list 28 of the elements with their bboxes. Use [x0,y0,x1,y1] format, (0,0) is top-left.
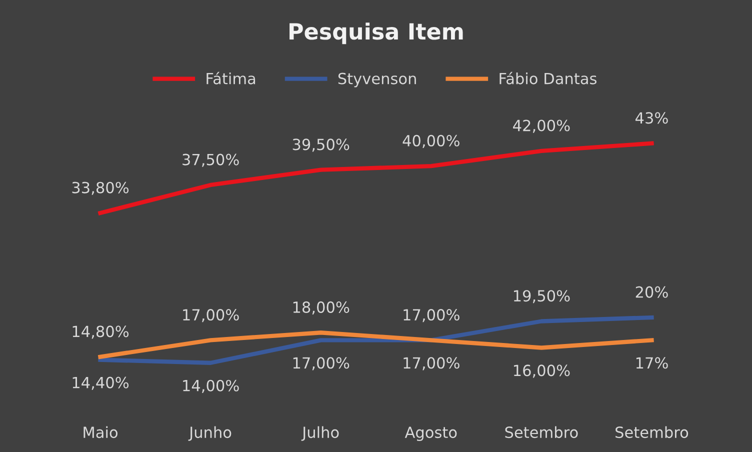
chart-title: Pesquisa Item [290,22,463,44]
data-label: 19,50% [514,290,570,304]
data-label: 17,00% [404,308,460,322]
x-tick-label: Setembro [505,426,578,438]
data-label: 17,00% [293,357,350,370]
data-label: 33,80% [72,182,129,195]
x-tick-label: Agosto [404,426,457,442]
data-label: 18,00% [293,301,350,315]
data-label: 17,00% [404,357,460,370]
legend-label: Fátima [206,72,256,84]
x-tick-label: Julho [301,426,339,441]
x-tick-label: Junho [188,426,232,441]
data-label: 39,50% [292,138,350,152]
x-tick-label: Setembro [616,426,688,438]
data-label: 14,80% [72,326,129,339]
data-label: 37,50% [182,154,239,167]
data-label: 14,40% [72,376,129,390]
data-label: 42,00% [513,120,570,133]
legend-label: Fábio Dantas [500,72,596,84]
legend-label: Styvenson [338,72,416,88]
x-tick-label: Maio [84,426,118,438]
data-label: 17% [636,357,668,369]
data-label: 14,00% [183,380,239,393]
data-label: 40,00% [402,134,460,148]
data-label: 43% [636,112,668,124]
data-label: 16,00% [514,364,570,378]
data-label: 17,00% [183,308,239,322]
data-label: 20% [636,286,668,298]
